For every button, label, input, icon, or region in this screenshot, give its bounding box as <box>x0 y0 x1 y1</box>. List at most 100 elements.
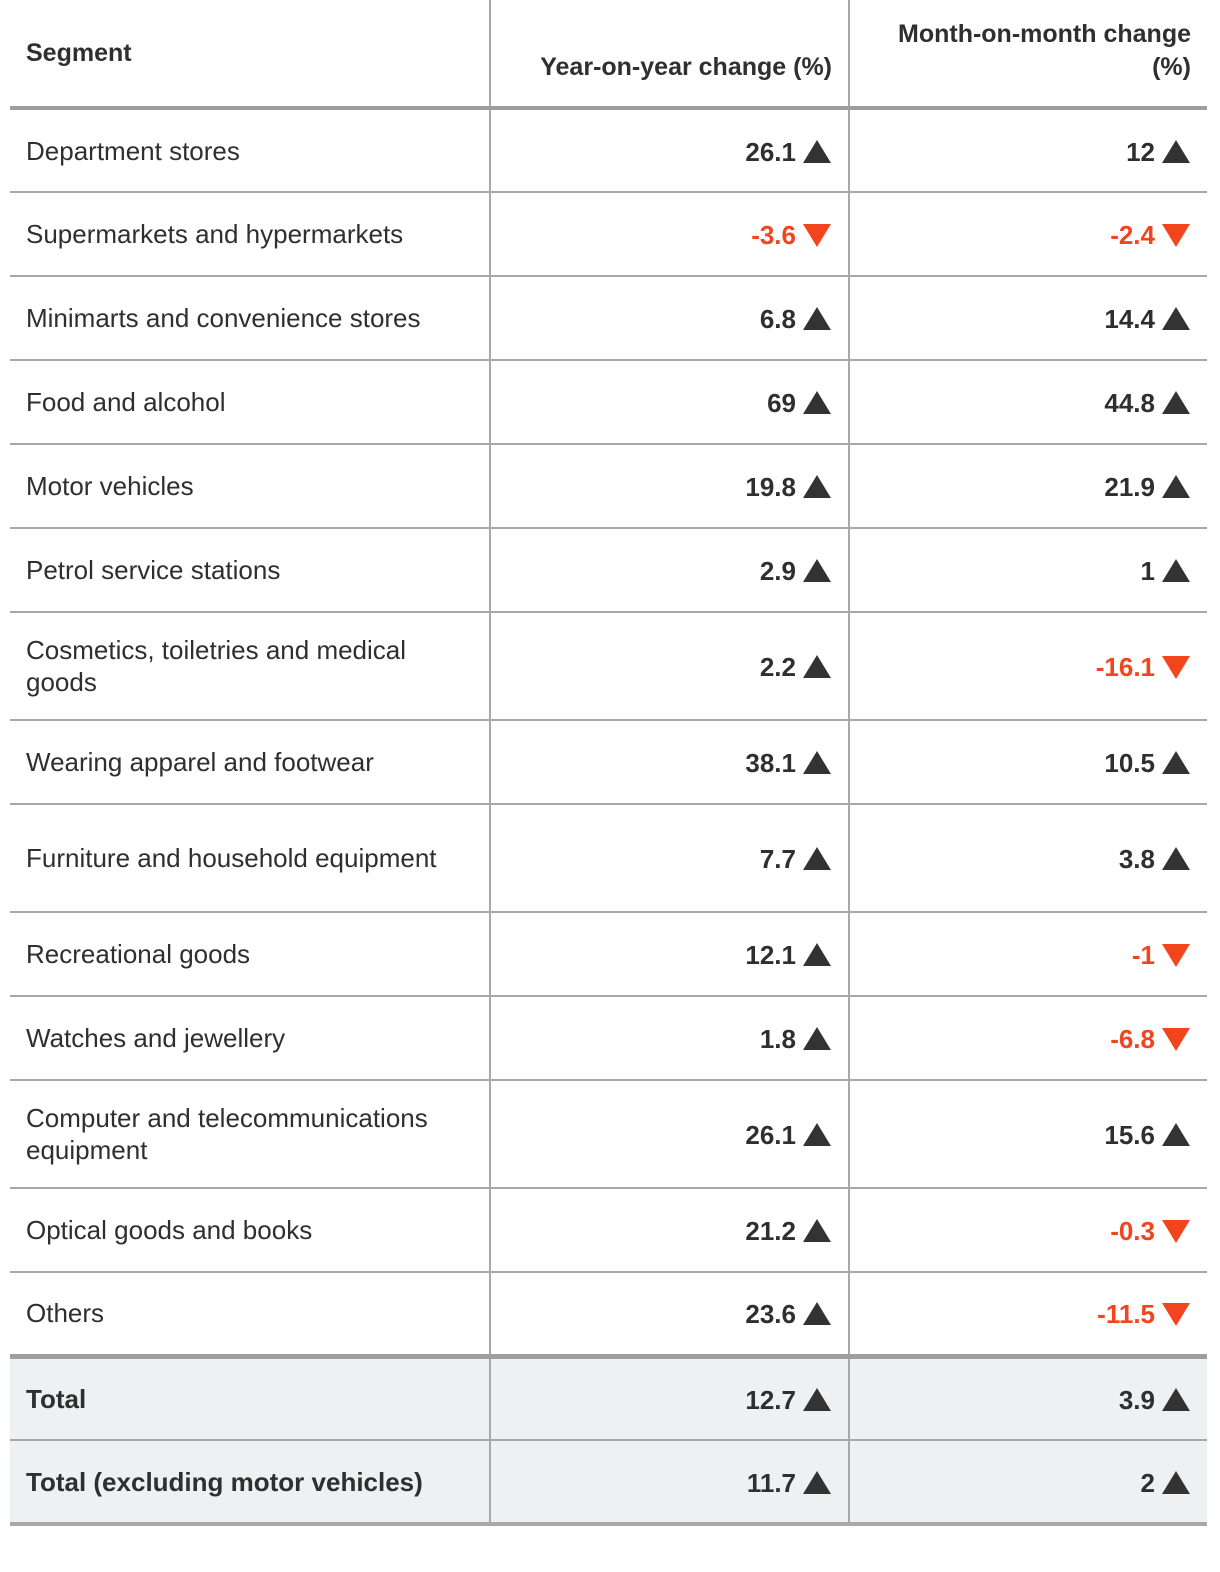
segment-cell: Optical goods and books <box>10 1188 490 1273</box>
triangle-up-icon <box>1162 847 1190 871</box>
segment-cell: Recreational goods <box>10 912 490 997</box>
triangle-up-icon <box>803 1123 831 1147</box>
mom-cell-value: 10.5 <box>1104 748 1155 779</box>
retail-sales-table-container: Segment Year-on-year change (%) Month-on… <box>10 0 1207 1526</box>
yoy-cell: 11.7 <box>489 1440 849 1526</box>
table-row: Food and alcohol 69 44.8 <box>10 360 1207 445</box>
yoy-cell: 19.8 <box>489 444 849 529</box>
yoy-cell-value: 69 <box>767 388 796 419</box>
header-row: Segment Year-on-year change (%) Month-on… <box>10 0 1207 110</box>
yoy-cell: 26.1 <box>489 1080 849 1189</box>
table-row: Recreational goods 12.1 -1 <box>10 912 1207 997</box>
triangle-up-icon <box>1162 1470 1190 1494</box>
mom-cell-value: -16.1 <box>1095 652 1155 683</box>
yoy-cell-value: 19.8 <box>745 472 796 503</box>
yoy-cell-value: 6.8 <box>759 304 796 335</box>
mom-cell-value: 3.9 <box>1118 1384 1155 1415</box>
mom-cell-value: -6.8 <box>1110 1024 1155 1055</box>
yoy-cell: 1.8 <box>489 996 849 1081</box>
mom-cell-value: 12 <box>1126 136 1155 167</box>
segment-cell: Department stores <box>10 108 490 193</box>
total-row: Total 12.7 3.9 <box>10 1353 1207 1441</box>
header-segment: Segment <box>10 0 490 110</box>
mom-cell: -16.1 <box>848 612 1207 721</box>
table-row: Watches and jewellery 1.8 -6.8 <box>10 996 1207 1081</box>
yoy-cell-value: 2.2 <box>759 652 796 683</box>
mom-cell-value: 21.9 <box>1104 472 1155 503</box>
triangle-up-icon <box>803 475 831 499</box>
segment-cell: Others <box>10 1272 490 1357</box>
mom-cell: -0.3 <box>848 1188 1207 1273</box>
mom-cell: -6.8 <box>848 996 1207 1081</box>
triangle-up-icon <box>803 1027 831 1051</box>
segment-cell: Wearing apparel and footwear <box>10 720 490 805</box>
yoy-cell-value: 2.9 <box>759 556 796 587</box>
triangle-up-icon <box>803 1387 831 1411</box>
table-body: Department stores 26.1 12 Supermarkets and … <box>10 108 1207 1526</box>
triangle-up-icon <box>1162 751 1190 775</box>
table-row: Petrol service stations 2.9 1 <box>10 528 1207 613</box>
yoy-cell-value: 11.7 <box>746 1467 796 1498</box>
triangle-up-icon <box>1162 475 1190 499</box>
triangle-down-icon <box>1162 1303 1190 1327</box>
mom-cell-value: -0.3 <box>1110 1216 1155 1247</box>
yoy-cell: 38.1 <box>489 720 849 805</box>
triangle-up-icon <box>803 391 831 415</box>
yoy-cell-value: 12.1 <box>745 940 796 971</box>
mom-cell: 12 <box>848 108 1207 193</box>
yoy-cell: -3.6 <box>489 192 849 277</box>
mom-cell: -1 <box>848 912 1207 997</box>
mom-cell-value: -11.5 <box>1097 1299 1155 1330</box>
triangle-up-icon <box>803 847 831 871</box>
yoy-cell: 21.2 <box>489 1188 849 1273</box>
segment-cell: Furniture and household equipment <box>10 804 490 913</box>
triangle-down-icon <box>803 224 831 248</box>
segment-cell: Minimarts and convenience stores <box>10 276 490 361</box>
segment-cell: Food and alcohol <box>10 360 490 445</box>
yoy-cell-value: 38.1 <box>745 748 796 779</box>
triangle-up-icon <box>803 655 831 679</box>
segment-cell: Computer and telecommunications equipmen… <box>10 1080 490 1189</box>
segment-cell: Petrol service stations <box>10 528 490 613</box>
table-row: Cosmetics, toiletries and medical goods 2… <box>10 612 1207 721</box>
yoy-cell-value: 1.8 <box>759 1024 796 1055</box>
yoy-cell-value: 21.2 <box>745 1216 796 1247</box>
yoy-cell: 12.1 <box>489 912 849 997</box>
mom-cell-value: 2 <box>1140 1467 1155 1498</box>
table-row: Computer and telecommunications equipmen… <box>10 1080 1207 1189</box>
mom-cell: 3.9 <box>848 1353 1207 1441</box>
segment-cell: Total (excluding motor vehicles) <box>10 1440 490 1526</box>
yoy-cell: 23.6 <box>489 1272 849 1357</box>
mom-cell: 10.5 <box>848 720 1207 805</box>
table-row: Department stores 26.1 12 <box>10 108 1207 193</box>
triangle-down-icon <box>1162 1220 1190 1244</box>
mom-cell: -11.5 <box>848 1272 1207 1357</box>
triangle-up-icon <box>803 1219 831 1243</box>
table-row: Optical goods and books 21.2 -0.3 <box>10 1188 1207 1273</box>
table-row: Others 23.6 -11.5 <box>10 1272 1207 1357</box>
triangle-up-icon <box>1162 1123 1190 1147</box>
yoy-cell: 69 <box>489 360 849 445</box>
yoy-cell: 26.1 <box>489 108 849 193</box>
mom-cell: 44.8 <box>848 360 1207 445</box>
yoy-cell: 7.7 <box>489 804 849 913</box>
mom-cell: -2.4 <box>848 192 1207 277</box>
yoy-cell: 2.9 <box>489 528 849 613</box>
yoy-cell-value: 26.1 <box>745 136 796 167</box>
mom-cell-value: 44.8 <box>1104 388 1155 419</box>
mom-cell: 1 <box>848 528 1207 613</box>
table-row: Minimarts and convenience stores 6.8 14.4 <box>10 276 1207 361</box>
table-row: Wearing apparel and footwear 38.1 10.5 <box>10 720 1207 805</box>
triangle-up-icon <box>1162 139 1190 163</box>
header-yoy: Year-on-year change (%) <box>489 0 849 110</box>
total-row: Total (excluding motor vehicles) 11.7 2 <box>10 1440 1207 1526</box>
segment-cell: Cosmetics, toiletries and medical goods <box>10 612 490 721</box>
segment-cell: Total <box>10 1353 490 1441</box>
mom-cell: 14.4 <box>848 276 1207 361</box>
triangle-down-icon <box>1162 656 1190 680</box>
table-row: Supermarkets and hypermarkets -3.6 -2.4 <box>10 192 1207 277</box>
mom-cell: 21.9 <box>848 444 1207 529</box>
segment-cell: Supermarkets and hypermarkets <box>10 192 490 277</box>
yoy-cell: 6.8 <box>489 276 849 361</box>
yoy-cell-value: 12.7 <box>745 1384 796 1415</box>
